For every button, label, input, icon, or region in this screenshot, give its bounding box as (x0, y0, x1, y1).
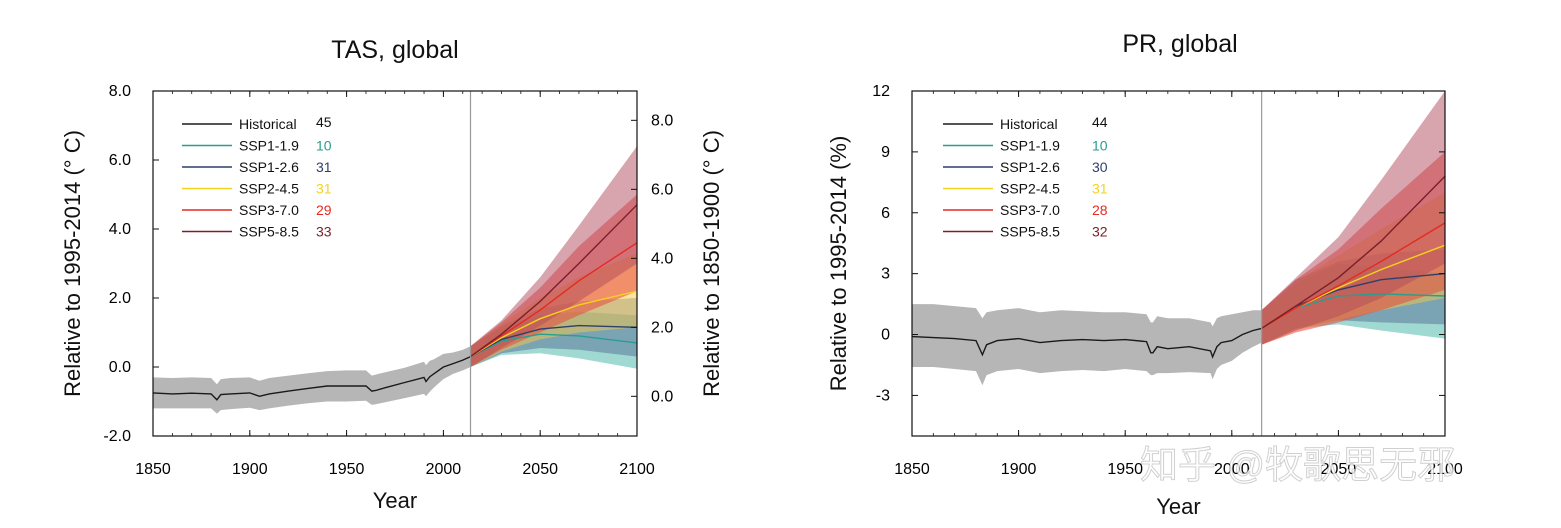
x-tick-label: 2000 (426, 461, 462, 478)
legend-count: 31 (1092, 181, 1108, 197)
plot-frame (911, 90, 1446, 437)
y-tick-label: 2.0 (109, 290, 131, 307)
line-historical (912, 327, 1262, 359)
y2-tick-label: 4.0 (651, 250, 673, 267)
legend-count: 28 (1092, 202, 1108, 218)
y-tick-label: 6 (881, 205, 890, 222)
legend-label: SSP2-4.5 (1000, 181, 1060, 197)
x-tick-label: 2050 (522, 461, 558, 478)
line-ssp5-8-5 (1261, 175, 1445, 329)
x-tick-label: 1850 (135, 461, 171, 478)
line-ssp1-2-6 (470, 324, 637, 358)
legend-label: SSP1-2.6 (1000, 159, 1060, 175)
chart-title: PR, global (1122, 30, 1237, 58)
legend: Historical 45 SSP1-1.9 10 SSP1-2.6 31 SSP2-4.5… (182, 114, 332, 240)
x-tick-label: 1950 (329, 461, 365, 478)
y-tick-label: 6.0 (109, 152, 131, 169)
band-historical (153, 346, 471, 414)
legend-label: Historical (239, 116, 297, 132)
y-tick-label: -3 (876, 387, 890, 404)
legend-label: SSP2-4.5 (239, 181, 299, 197)
plot-frame (152, 90, 638, 437)
x-tick-label: 2100 (619, 461, 655, 478)
legend-label: SSP1-2.6 (239, 159, 299, 175)
x-axis-label: Year (1156, 494, 1200, 519)
line-ssp2-4-5 (470, 290, 637, 358)
pr-chart: PR, global 1850 1900 1950 2000 2050 2100 -3 0 3 6 9… (826, 30, 1463, 519)
legend-count: 32 (1092, 224, 1108, 240)
y-tick-label: 0 (881, 327, 890, 344)
x-tick-label: 2050 (1321, 461, 1357, 478)
y-axis-label: Relative to 1995-2014 (° C) (60, 130, 85, 397)
line-ssp1-1-9 (470, 333, 637, 358)
line-ssp5-8-5 (470, 204, 637, 358)
legend-label: SSP1-1.9 (1000, 138, 1060, 154)
y2-tick-label: 8.0 (651, 112, 673, 129)
legend-label: SSP1-1.9 (239, 138, 299, 154)
tas-chart: TAS, global 1850 1900 1950 2000 2050 2100 -2.0 0… (60, 36, 724, 513)
plot-area (153, 146, 637, 414)
x-tick-label: 1850 (894, 461, 930, 478)
line-historical (153, 355, 471, 401)
y-tick-label: 9 (881, 144, 890, 161)
legend-label: SSP3-7.0 (1000, 202, 1060, 218)
legend-count: 44 (1092, 114, 1108, 130)
line-ssp3-7-0 (470, 242, 637, 358)
x-tick-label: 1950 (1107, 461, 1143, 478)
x-tick-label: 2000 (1214, 461, 1250, 478)
y2-axis-label: Relative to 1850-1900 (° C) (699, 130, 724, 397)
y-tick-label: 0.0 (109, 359, 131, 376)
legend-count: 29 (316, 202, 332, 218)
legend-count: 31 (316, 181, 332, 197)
legend-label: SSP3-7.0 (239, 202, 299, 218)
plot-area (912, 91, 1445, 386)
legend-count: 45 (316, 114, 332, 130)
y-axis-label: Relative to 1995-2014 (%) (826, 136, 851, 392)
legend-label: SSP5-8.5 (1000, 224, 1060, 240)
y-tick-label: 12 (872, 83, 890, 100)
y-tick-label: 3 (881, 266, 890, 283)
y-tick-label: 4.0 (109, 221, 131, 238)
y2-tick-label: 6.0 (651, 181, 673, 198)
legend-label: Historical (1000, 116, 1058, 132)
legend-count: 33 (316, 224, 332, 240)
x-tick-label: 1900 (232, 461, 268, 478)
y2-tick-label: 2.0 (651, 319, 673, 336)
watermark: 知乎 @牧歌思无邪 (1140, 445, 1455, 487)
x-tick-label: 2100 (1427, 461, 1463, 478)
x-axis-label: Year (373, 488, 417, 513)
y2-tick-label: 0.0 (651, 388, 673, 405)
band-historical (912, 304, 1262, 386)
legend-count: 31 (316, 159, 332, 175)
line-ssp3-7-0 (1261, 222, 1445, 330)
legend-label: SSP5-8.5 (239, 224, 299, 240)
band-ssp5-8-5 (470, 146, 637, 367)
y-tick-label: -2.0 (103, 428, 131, 445)
legend-count: 30 (1092, 159, 1108, 175)
band-ssp5-8-5 (1261, 91, 1445, 345)
legend-count: 10 (1092, 138, 1108, 154)
legend: Historical 44 SSP1-1.9 10 SSP1-2.6 30 SSP2-4.5… (943, 114, 1108, 240)
y-tick-label: 8.0 (109, 83, 131, 100)
chart-title: TAS, global (331, 36, 458, 64)
x-tick-label: 1900 (1001, 461, 1037, 478)
legend-count: 10 (316, 138, 332, 154)
